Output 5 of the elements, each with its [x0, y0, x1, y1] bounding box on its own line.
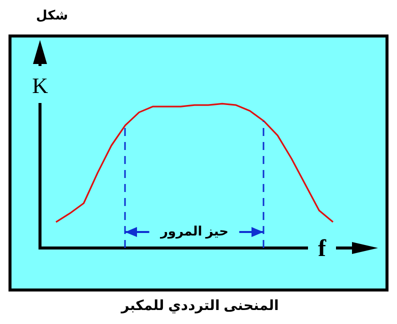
- x-axis-title: f: [318, 236, 327, 262]
- text: شكل: [36, 8, 68, 23]
- y-axis-title: K: [32, 73, 48, 98]
- annotation: حيز المرور: [159, 224, 229, 240]
- text: المنحنى الترددي للمكبر: [120, 296, 279, 314]
